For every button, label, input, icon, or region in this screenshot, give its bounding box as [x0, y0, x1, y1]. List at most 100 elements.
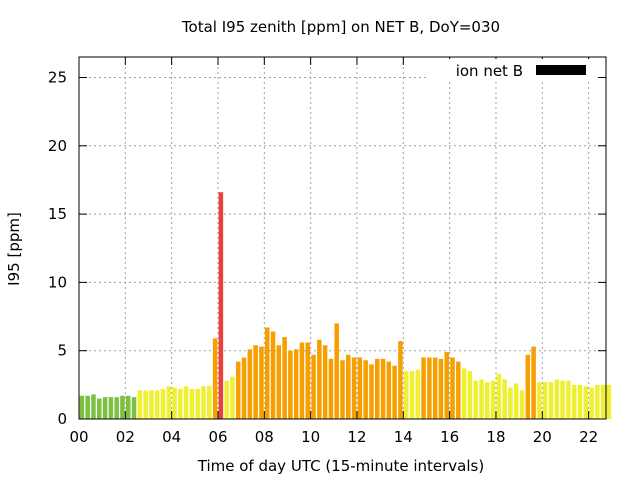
bar: [496, 373, 502, 419]
bar: [450, 357, 455, 419]
bar: [490, 380, 496, 419]
y-tick-label: 15: [48, 205, 67, 223]
bar: [288, 350, 293, 419]
bar: [479, 379, 484, 419]
y-tick-label: 25: [48, 68, 67, 86]
bar: [253, 345, 258, 419]
bar: [595, 384, 600, 419]
bar: [560, 380, 565, 419]
bar: [432, 357, 438, 419]
bar: [403, 371, 409, 419]
bar: [380, 358, 386, 419]
bar: [108, 397, 114, 419]
bar: [282, 337, 287, 419]
bar: [247, 349, 253, 419]
x-tick-label: 22: [579, 428, 598, 446]
legend-swatch: [536, 65, 586, 75]
y-tick-label: 5: [57, 342, 67, 360]
bars: [79, 192, 612, 419]
bar: [178, 388, 183, 419]
plot-frame: [78, 56, 607, 420]
x-tick-label: 00: [69, 428, 88, 446]
bar: [149, 390, 154, 419]
legend-label: ion net B: [456, 62, 523, 80]
bar: [421, 357, 426, 419]
bar: [276, 345, 282, 419]
bar: [207, 386, 212, 419]
bar: [525, 354, 531, 419]
y-tick-label: 0: [57, 410, 67, 428]
x-tick-label: 06: [208, 428, 227, 446]
bar: [415, 369, 421, 419]
x-tick-label: 12: [347, 428, 366, 446]
bar: [79, 395, 85, 419]
legend-background: [428, 59, 596, 81]
bar: [102, 397, 108, 419]
bar: [183, 386, 189, 419]
bar: [125, 395, 131, 419]
y-axis-label: I95 [ppm]: [5, 212, 23, 286]
bar: [369, 364, 374, 419]
x-tick-label: 18: [486, 428, 505, 446]
x-tick-label: 04: [162, 428, 181, 446]
bar: [264, 327, 270, 419]
bar: [351, 357, 357, 419]
x-tick-label: 08: [255, 428, 274, 446]
bar: [519, 390, 525, 419]
bar: [566, 380, 571, 419]
bar: [409, 371, 415, 419]
bar: [398, 341, 403, 419]
bar: [467, 371, 473, 419]
x-axis-label: Time of day UTC (15-minute intervals): [197, 457, 484, 475]
bar: [334, 323, 339, 419]
bar: [85, 395, 90, 419]
bar: [293, 349, 299, 419]
bar: [91, 394, 96, 419]
axes: 0 5 10 15 20 25 00 02 04 06 08 10 12 14 16 18 20 22: [48, 56, 607, 446]
bar: [346, 354, 351, 419]
bar: [438, 358, 444, 419]
bar: [259, 346, 264, 419]
bar: [166, 386, 172, 419]
chart-title: Total I95 zenith [ppm] on NET B, DoY=030: [181, 18, 500, 36]
bar: [513, 383, 519, 419]
bar: [305, 342, 311, 419]
bar: [241, 357, 247, 419]
bar: [531, 346, 536, 419]
bar: [456, 361, 461, 419]
bar: [114, 397, 119, 419]
y-tick-label: 20: [48, 137, 67, 155]
bar: [236, 361, 241, 419]
bar: [224, 380, 229, 419]
bar: [311, 354, 316, 419]
bar: [461, 368, 467, 419]
bar: [357, 357, 363, 419]
bar: [195, 388, 200, 419]
bar: [571, 384, 577, 419]
bar: [218, 192, 224, 419]
bar: [322, 345, 328, 419]
bar: [154, 390, 160, 419]
x-tick-label: 10: [301, 428, 320, 446]
bar: [606, 384, 612, 419]
bar: [160, 388, 166, 419]
bar: [270, 331, 276, 419]
bar: [502, 379, 507, 419]
bar: [554, 379, 560, 419]
bar: [328, 358, 334, 419]
bar: [97, 398, 102, 419]
bar: [374, 358, 380, 419]
bar: [583, 386, 588, 419]
bar: [600, 384, 606, 419]
x-tick-label: 14: [394, 428, 413, 446]
y-tick-label: 10: [48, 273, 67, 291]
bar: [589, 387, 594, 419]
bar: [427, 357, 432, 419]
bar: [317, 339, 322, 419]
grid-lines: [79, 57, 606, 419]
bar: [131, 397, 137, 419]
bar: [299, 342, 305, 419]
bar: [392, 365, 397, 419]
